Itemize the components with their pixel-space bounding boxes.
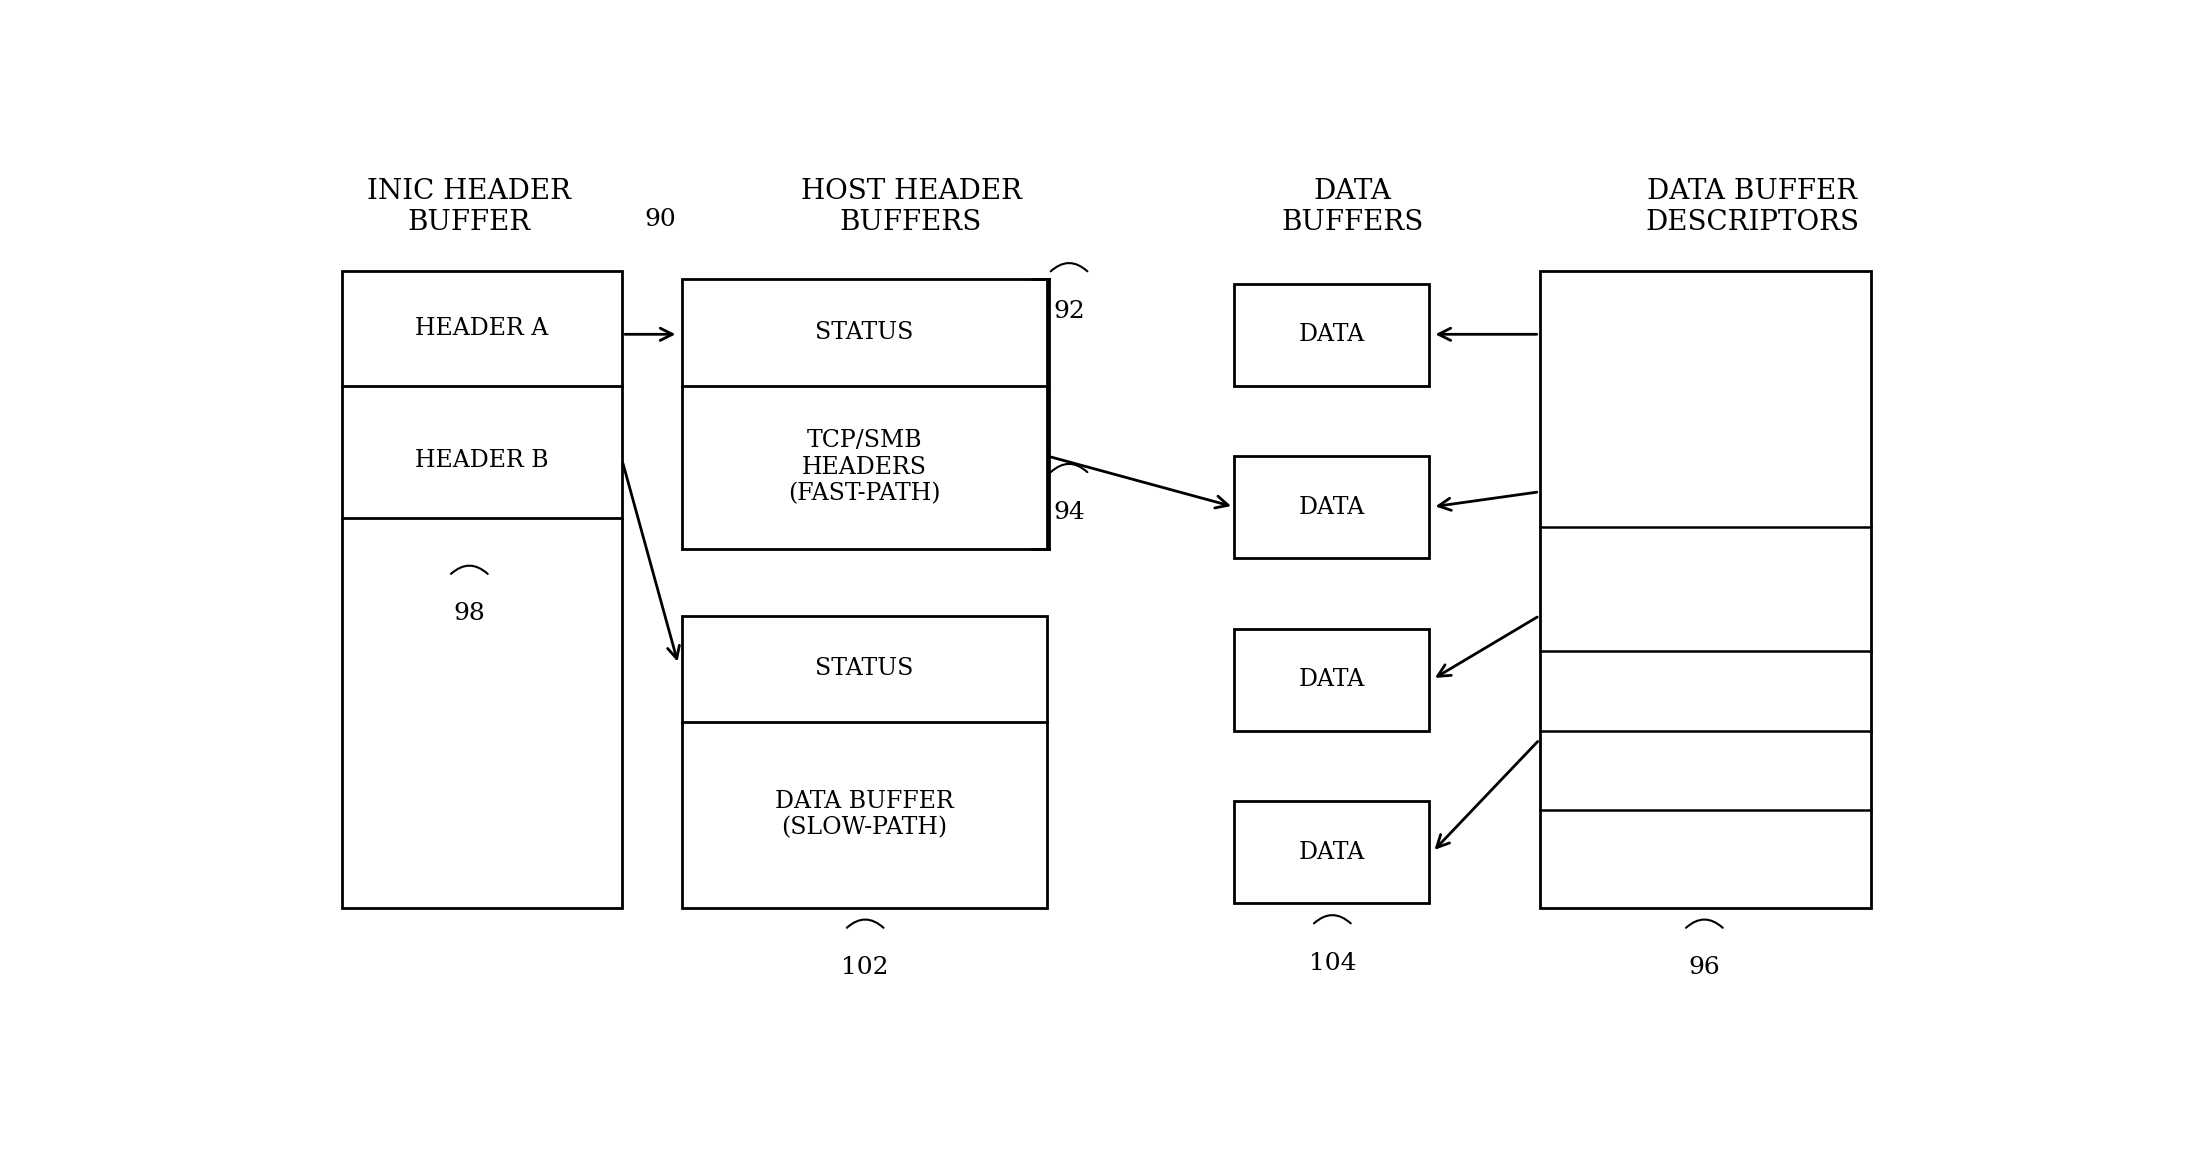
Text: 98: 98	[454, 602, 484, 625]
Text: DATA: DATA	[1298, 495, 1366, 518]
Bar	[682, 279, 1048, 549]
Text: DATA BUFFER
DESCRIPTORS: DATA BUFFER DESCRIPTORS	[1644, 178, 1859, 236]
Bar	[1234, 629, 1429, 731]
Bar	[1234, 284, 1429, 386]
Text: DATA: DATA	[1298, 669, 1366, 692]
Text: 96: 96	[1688, 956, 1721, 979]
Text: HEADER B: HEADER B	[414, 449, 548, 472]
Text: HOST HEADER
BUFFERS: HOST HEADER BUFFERS	[800, 178, 1021, 236]
Text: INIC HEADER
BUFFER: INIC HEADER BUFFER	[368, 178, 572, 236]
Bar	[1234, 456, 1429, 558]
Bar	[342, 271, 623, 908]
Text: TCP/SMB
HEADERS
(FAST-PATH): TCP/SMB HEADERS (FAST-PATH)	[789, 430, 940, 506]
Text: DATA BUFFER
(SLOW-PATH): DATA BUFFER (SLOW-PATH)	[776, 789, 954, 840]
Text: DATA: DATA	[1298, 323, 1366, 346]
Text: 90: 90	[644, 208, 675, 231]
Text: 92: 92	[1052, 300, 1085, 323]
Bar	[1539, 271, 1870, 908]
Text: DATA
BUFFERS: DATA BUFFERS	[1282, 178, 1425, 236]
Bar	[1234, 802, 1429, 903]
Text: 94: 94	[1052, 501, 1085, 524]
Text: 102: 102	[842, 956, 890, 979]
Bar	[682, 616, 1048, 908]
Text: 104: 104	[1309, 951, 1357, 974]
Text: STATUS: STATUS	[815, 321, 914, 344]
Text: STATUS: STATUS	[815, 657, 914, 680]
Text: HEADER A: HEADER A	[416, 317, 548, 340]
Text: DATA: DATA	[1298, 841, 1366, 864]
